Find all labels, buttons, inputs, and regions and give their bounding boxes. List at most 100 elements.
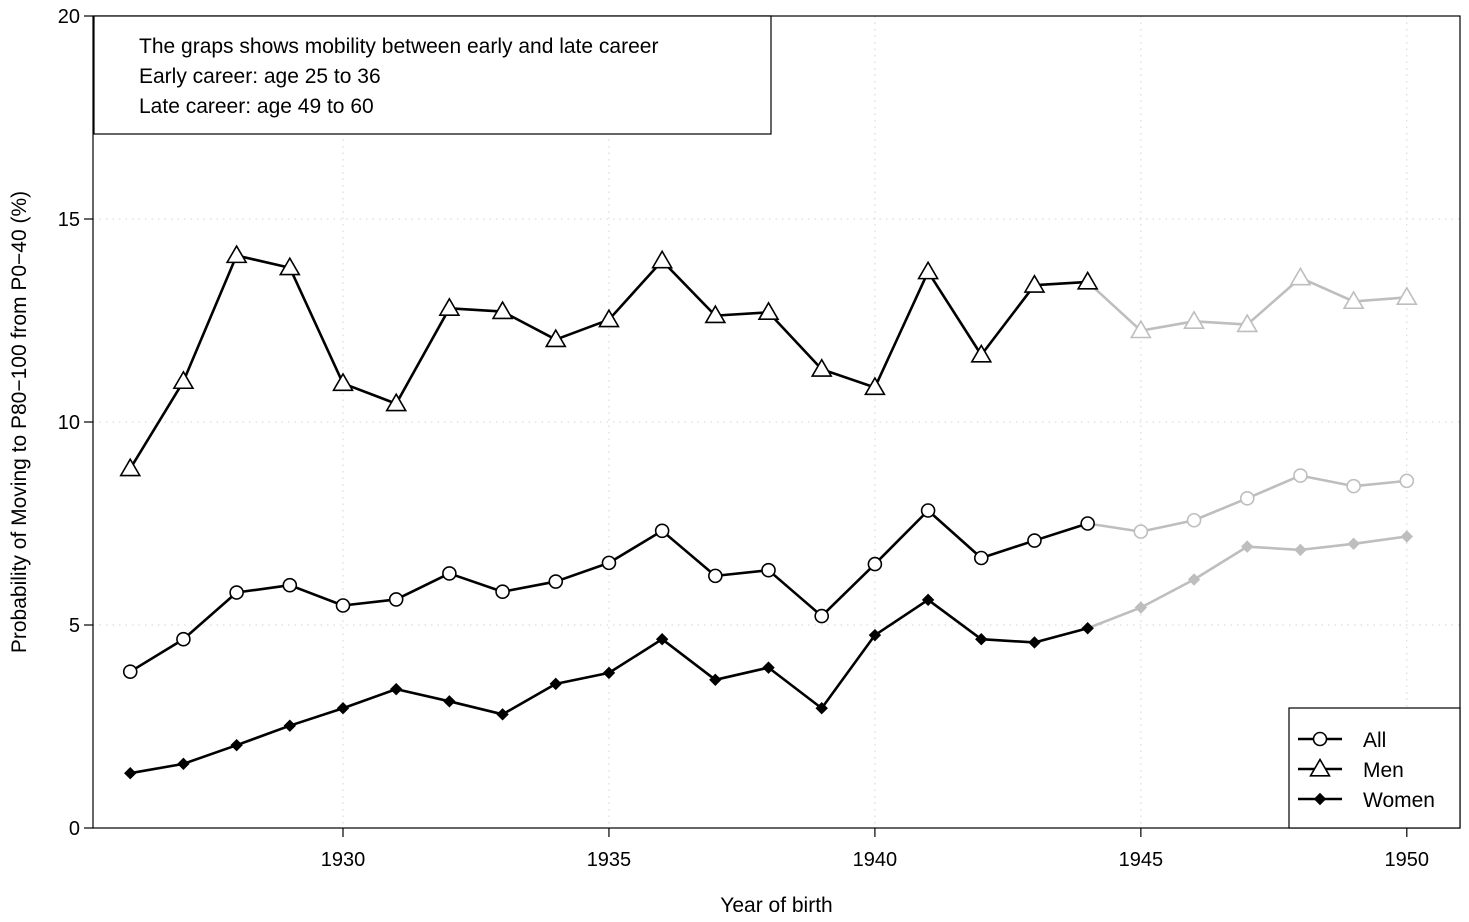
grid xyxy=(93,15,1460,829)
data-point xyxy=(917,260,939,280)
data-point xyxy=(176,631,191,647)
x-tick-label: 1945 xyxy=(1119,849,1164,871)
x-tick-label: 1950 xyxy=(1385,849,1430,871)
data-point xyxy=(1027,533,1042,548)
legend-key-marker xyxy=(1309,757,1331,777)
data-point xyxy=(119,457,142,477)
series-all xyxy=(122,468,1415,679)
data-point xyxy=(438,297,461,316)
series-layer xyxy=(119,244,1418,780)
data-point xyxy=(1129,319,1152,339)
data-point xyxy=(442,566,457,581)
data-point xyxy=(336,702,350,715)
legend: All Men Women xyxy=(1288,707,1461,829)
data-point xyxy=(1134,601,1148,614)
data-point xyxy=(654,523,670,539)
data-point xyxy=(815,702,828,715)
y-tick-label: 15 xyxy=(58,209,80,231)
data-point xyxy=(1183,310,1205,329)
data-point xyxy=(1236,313,1259,333)
data-point xyxy=(1342,290,1365,310)
data-point xyxy=(655,633,669,646)
data-point xyxy=(921,593,935,607)
note-line-3: Late career: age 49 to 60 xyxy=(139,95,374,118)
data-point xyxy=(868,628,882,642)
data-point xyxy=(1346,478,1361,494)
data-point xyxy=(708,568,723,584)
data-point xyxy=(1293,468,1308,483)
data-point xyxy=(496,708,509,721)
legend-label-women: Women xyxy=(1363,789,1435,812)
data-point xyxy=(1080,516,1095,531)
data-point xyxy=(1395,286,1418,305)
data-point xyxy=(867,556,883,572)
data-point xyxy=(601,555,617,571)
y-tick-label: 10 xyxy=(58,412,80,434)
legend-key-marker xyxy=(1312,731,1328,747)
data-point xyxy=(230,738,243,752)
data-point xyxy=(388,592,404,607)
data-point xyxy=(495,584,510,600)
data-point xyxy=(1023,274,1046,293)
series-women xyxy=(124,530,1414,780)
note-line-1: The graps shows mobility between early a… xyxy=(139,35,658,58)
data-point xyxy=(124,766,137,780)
data-point xyxy=(549,677,562,691)
data-point xyxy=(491,300,514,320)
data-point xyxy=(385,392,408,412)
data-point xyxy=(1186,512,1202,528)
data-point xyxy=(1076,270,1099,290)
data-point xyxy=(1399,473,1415,489)
series-men xyxy=(119,244,1418,477)
y-tick-label: 20 xyxy=(58,6,80,28)
data-point xyxy=(389,682,403,696)
data-point xyxy=(973,550,989,566)
data-point xyxy=(761,562,776,578)
data-point xyxy=(225,244,248,264)
legend-keys xyxy=(1298,731,1342,806)
series-line-solid xyxy=(129,254,1088,470)
data-point xyxy=(1187,573,1201,586)
legend-label-all: All xyxy=(1363,729,1386,752)
y-axis-title: Probability of Moving to P80−100 from P0… xyxy=(8,191,31,653)
data-point xyxy=(544,328,567,348)
data-point xyxy=(1133,524,1149,539)
data-point xyxy=(1241,540,1254,553)
data-point xyxy=(1081,622,1094,635)
data-point xyxy=(970,343,993,363)
data-point xyxy=(704,304,727,324)
data-point xyxy=(810,358,833,377)
data-point xyxy=(177,757,190,771)
note-line-2: Early career: age 25 to 36 xyxy=(139,65,381,88)
data-point xyxy=(598,308,620,328)
data-point xyxy=(283,719,297,732)
data-point xyxy=(1028,636,1041,649)
data-point xyxy=(443,695,456,708)
data-point xyxy=(278,256,301,276)
data-point xyxy=(709,673,722,687)
legend-label-men: Men xyxy=(1363,759,1404,782)
legend-key-women xyxy=(1298,792,1342,806)
x-tick-label: 1940 xyxy=(853,849,898,871)
x-axis: 1930 1935 1940 1945 1950 xyxy=(321,828,1429,871)
data-point xyxy=(1400,530,1414,543)
data-point xyxy=(229,585,244,600)
data-point xyxy=(1347,537,1360,551)
data-point xyxy=(332,372,354,392)
data-point xyxy=(548,574,564,589)
data-point xyxy=(1294,543,1307,557)
x-tick-label: 1930 xyxy=(321,849,366,871)
data-point xyxy=(1289,266,1312,286)
data-point xyxy=(335,598,351,613)
y-tick-label: 0 xyxy=(69,818,80,840)
data-point xyxy=(602,666,616,680)
data-point xyxy=(282,577,298,593)
x-tick-label: 1935 xyxy=(587,849,632,871)
data-point xyxy=(814,608,830,624)
legend-key-men xyxy=(1298,757,1342,777)
data-point xyxy=(762,661,775,674)
data-point xyxy=(1239,491,1255,506)
data-point xyxy=(651,249,674,269)
legend-key-all xyxy=(1298,731,1342,747)
